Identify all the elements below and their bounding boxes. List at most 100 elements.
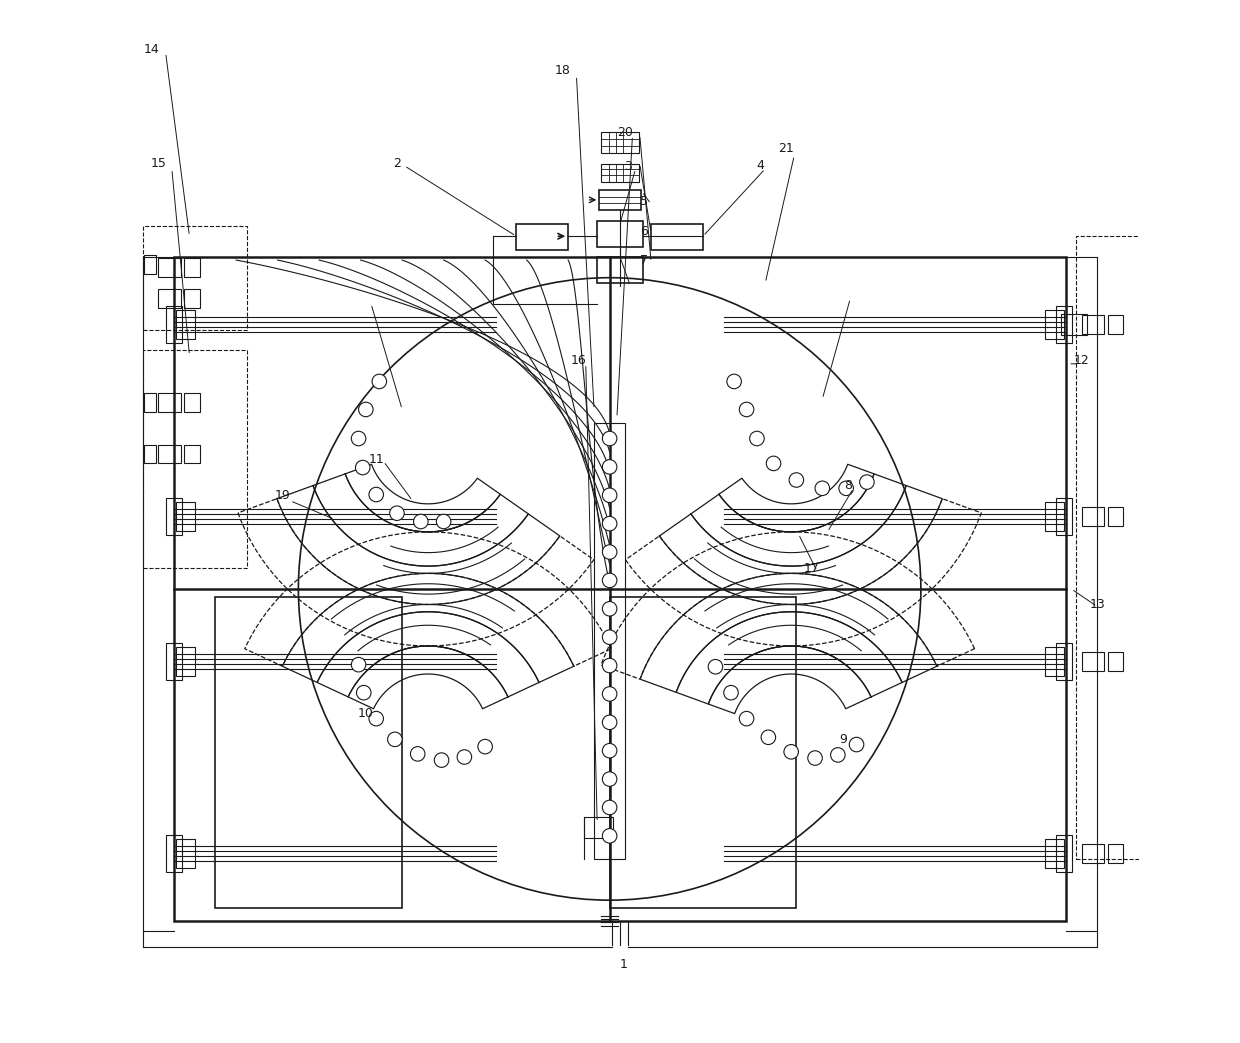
Bar <box>610 598 796 908</box>
Circle shape <box>603 544 616 559</box>
Circle shape <box>603 630 616 645</box>
Bar <box>601 164 639 183</box>
Text: 19: 19 <box>275 489 290 502</box>
Circle shape <box>761 730 775 745</box>
Circle shape <box>603 602 616 616</box>
Bar <box>1045 310 1064 339</box>
Text: 21: 21 <box>779 142 794 154</box>
Circle shape <box>370 487 383 502</box>
Circle shape <box>410 747 425 761</box>
Circle shape <box>603 715 616 730</box>
Text: 7: 7 <box>640 253 647 267</box>
Bar <box>166 498 182 535</box>
Bar <box>601 132 639 153</box>
Circle shape <box>372 374 387 389</box>
Bar <box>159 258 181 276</box>
Text: 3: 3 <box>625 161 632 173</box>
Circle shape <box>389 506 404 520</box>
Text: 1: 1 <box>619 957 627 971</box>
Bar <box>159 444 181 463</box>
Text: 15: 15 <box>150 157 166 170</box>
Circle shape <box>815 481 830 495</box>
Bar <box>584 817 613 838</box>
Circle shape <box>831 748 846 762</box>
Text: 17: 17 <box>804 562 820 575</box>
Circle shape <box>356 460 370 475</box>
Bar <box>1055 306 1073 343</box>
Bar <box>1045 502 1064 531</box>
Bar <box>143 226 247 330</box>
Bar <box>176 647 195 676</box>
Circle shape <box>603 772 616 786</box>
Circle shape <box>388 732 402 747</box>
Text: 4: 4 <box>756 160 764 172</box>
Text: 16: 16 <box>570 355 587 367</box>
Bar <box>1081 507 1105 526</box>
Text: 14: 14 <box>143 43 159 56</box>
Bar <box>159 393 181 412</box>
Circle shape <box>370 711 383 726</box>
Circle shape <box>784 745 799 759</box>
Bar <box>143 350 247 568</box>
Text: 12: 12 <box>1074 355 1090 367</box>
Bar <box>176 502 195 531</box>
Circle shape <box>849 737 864 752</box>
Bar <box>1107 507 1123 526</box>
Circle shape <box>603 574 616 587</box>
Circle shape <box>603 431 616 445</box>
Circle shape <box>603 488 616 503</box>
Bar <box>166 834 182 872</box>
Text: 18: 18 <box>556 64 570 77</box>
Bar <box>216 598 402 908</box>
Bar <box>1061 314 1086 335</box>
Circle shape <box>603 516 616 531</box>
Circle shape <box>434 753 449 768</box>
Circle shape <box>458 750 471 765</box>
Bar <box>1081 315 1105 334</box>
Bar <box>1055 498 1073 535</box>
Circle shape <box>603 828 616 843</box>
Bar <box>1081 844 1105 863</box>
Bar <box>144 393 156 412</box>
Bar <box>166 642 182 680</box>
Bar <box>1055 834 1073 872</box>
Text: 2: 2 <box>393 157 401 170</box>
Circle shape <box>603 800 616 815</box>
Circle shape <box>351 431 366 445</box>
Text: 9: 9 <box>839 733 847 746</box>
Bar <box>1055 642 1073 680</box>
Text: 20: 20 <box>618 126 634 139</box>
Bar <box>594 423 625 858</box>
Circle shape <box>603 460 616 475</box>
Bar <box>1045 647 1064 676</box>
Circle shape <box>739 403 754 417</box>
Bar <box>185 258 200 276</box>
Bar <box>598 257 642 283</box>
Text: 11: 11 <box>368 453 384 466</box>
Bar <box>185 289 200 308</box>
Text: 5: 5 <box>640 195 647 209</box>
Bar <box>159 289 181 308</box>
Bar <box>1045 839 1064 868</box>
Circle shape <box>356 685 371 700</box>
Text: 8: 8 <box>844 479 852 491</box>
Circle shape <box>436 514 451 529</box>
Bar <box>598 221 642 246</box>
Bar <box>1107 652 1123 671</box>
Circle shape <box>807 751 822 766</box>
Circle shape <box>839 481 853 495</box>
Circle shape <box>414 514 428 529</box>
Bar <box>1076 236 1176 858</box>
Text: 10: 10 <box>358 707 373 720</box>
Bar <box>176 839 195 868</box>
Circle shape <box>739 711 754 726</box>
Circle shape <box>789 472 804 487</box>
Bar <box>1107 844 1123 863</box>
Bar <box>1107 315 1123 334</box>
Bar <box>1081 652 1105 671</box>
Bar <box>516 224 568 249</box>
Bar <box>176 310 195 339</box>
Text: 6: 6 <box>640 224 647 238</box>
Bar <box>166 306 182 343</box>
Circle shape <box>859 475 874 489</box>
